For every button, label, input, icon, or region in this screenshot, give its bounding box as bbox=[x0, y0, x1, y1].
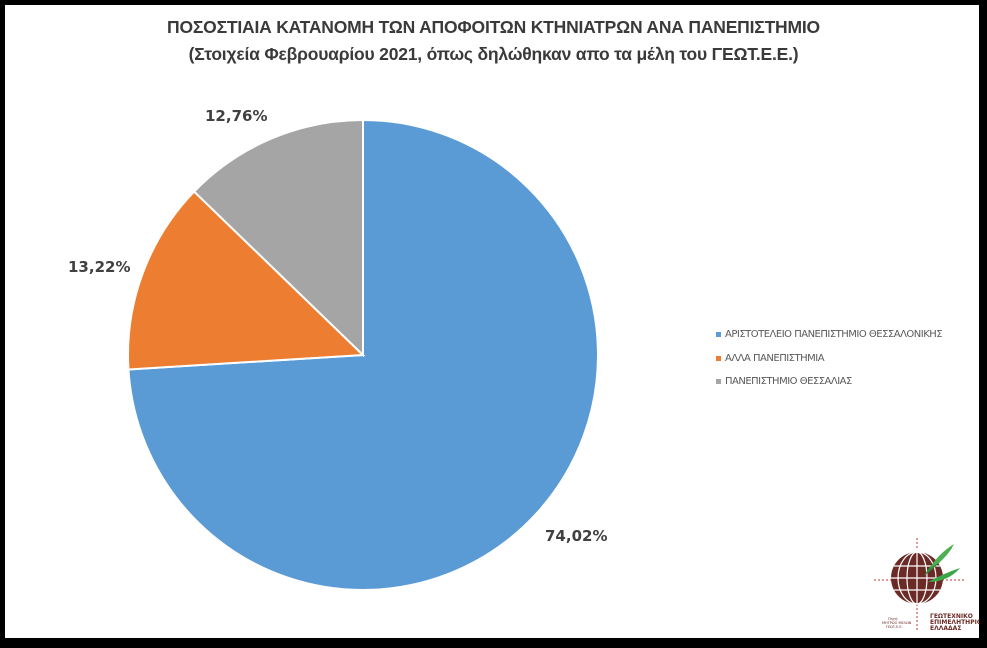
svg-text:ΕΠΙΜΕΛΗΤΗΡΙΟ: ΕΠΙΜΕΛΗΤΗΡΙΟ bbox=[930, 619, 980, 626]
data-label-other: 13,22% bbox=[68, 258, 131, 276]
svg-text:ΕΛΛΑΔΑΣ: ΕΛΛΑΔΑΣ bbox=[930, 625, 961, 632]
legend-swatch-icon bbox=[716, 379, 721, 385]
chart-title: ΠΟΣΟΣΤΙΑΙΑ ΚΑΤΑΝΟΜΗ ΤΩΝ ΑΠΟΦΟΙΤΩΝ ΚΤΗΝΙΑ… bbox=[167, 17, 820, 37]
legend-label: ΠΑΝΕΠΙΣΤΗΜΙΟ ΘΕΣΣΑΛΙΑΣ bbox=[725, 376, 852, 388]
chart-subtitle: (Στοιχεία Φεβρουαρίου 2021, όπως δηλώθηκ… bbox=[188, 44, 799, 64]
legend-swatch-icon bbox=[716, 332, 721, 338]
svg-text:ΓΕΩΤΕΧΝΙΚΟ: ΓΕΩΤΕΧΝΙΚΟ bbox=[930, 613, 973, 620]
svg-text:ΜΗΤΡΩΟ ΜΕΛΩΝ: ΜΗΤΡΩΟ ΜΕΛΩΝ bbox=[882, 621, 912, 625]
legend-label: ΑΡΙΣΤΟΤΕΛΕΙΟ ΠΑΝΕΠΙΣΤΗΜΙΟ ΘΕΣΣΑΛΟΝΙΚΗΣ bbox=[725, 329, 943, 341]
legend-item-other[interactable]: ΑΛΛΑ ΠΑΝΕΠΙΣΤΗΜΙΑ bbox=[716, 347, 942, 371]
legend-swatch-icon bbox=[716, 355, 721, 361]
pie-slice-thessaly[interactable] bbox=[192, 118, 364, 358]
legend-item-aristotle[interactable]: ΑΡΙΣΤΟΤΕΛΕΙΟ ΠΑΝΕΠΙΣΤΗΜΙΟ ΘΕΣΣΑΛΟΝΙΚΗΣ bbox=[716, 323, 943, 347]
svg-text:ΓΕΩΤ.Ε.Ε.: ΓΕΩΤ.Ε.Ε. bbox=[886, 625, 903, 629]
geotee-logo-icon: ΓΕΩΤΕΧΝΙΚΟ ΕΠΙΜΕΛΗΤΗΡΙΟ ΕΛΛΑΔΑΣ Πηγή: ΜΗ… bbox=[874, 538, 980, 632]
pie-slice-other[interactable] bbox=[127, 190, 366, 371]
legend-label: ΑΛΛΑ ΠΑΝΕΠΙΣΤΗΜΙΑ bbox=[725, 352, 825, 364]
svg-text:Πηγή:: Πηγή: bbox=[888, 617, 898, 621]
legend-item-thessaly[interactable]: ΠΑΝΕΠΙΣΤΗΜΙΟ ΘΕΣΣΑΛΙΑΣ bbox=[716, 370, 942, 394]
data-label-aristotle: 74,02% bbox=[545, 527, 608, 545]
legend: ΑΡΙΣΤΟΤΕΛΕΙΟ ΠΑΝΕΠΙΣΤΗΜΙΟ ΘΕΣΣΑΛΟΝΙΚΗΣ Α… bbox=[716, 323, 943, 394]
data-label-thessaly: 12,76% bbox=[205, 107, 268, 125]
